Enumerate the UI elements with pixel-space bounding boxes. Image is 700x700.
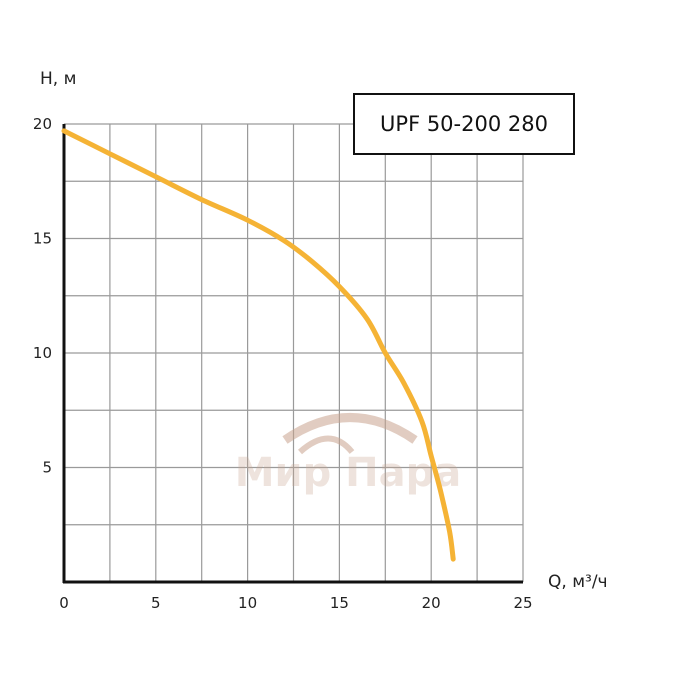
series-group [61,128,456,562]
watermark-text: Мир Пара [235,450,461,496]
x-tick-label: 25 [513,594,532,612]
x-tick-label: 0 [59,594,69,612]
x-axis-label: Q, м³/ч [548,572,608,592]
axes [62,124,523,584]
grid-lines [64,123,524,582]
x-tick-label: 15 [330,594,349,612]
x-tick-label: 10 [238,594,257,612]
y-tick-label: 5 [42,459,52,477]
watermark-logo: Мир Пара [235,413,461,496]
y-tick-label: 10 [33,344,52,362]
tick-labels: 0 5 10 15 20 25 5 10 15 20 [33,115,533,612]
x-tick-label: 20 [422,594,441,612]
chart-title-box: UPF 50-200 280 [353,93,575,155]
y-tick-label: 15 [33,230,52,248]
series-line [61,128,456,562]
y-axis-label: H, м [40,69,76,89]
chart-title: UPF 50-200 280 [380,112,548,136]
y-tick-label: 20 [33,115,52,133]
x-tick-label: 5 [151,594,161,612]
